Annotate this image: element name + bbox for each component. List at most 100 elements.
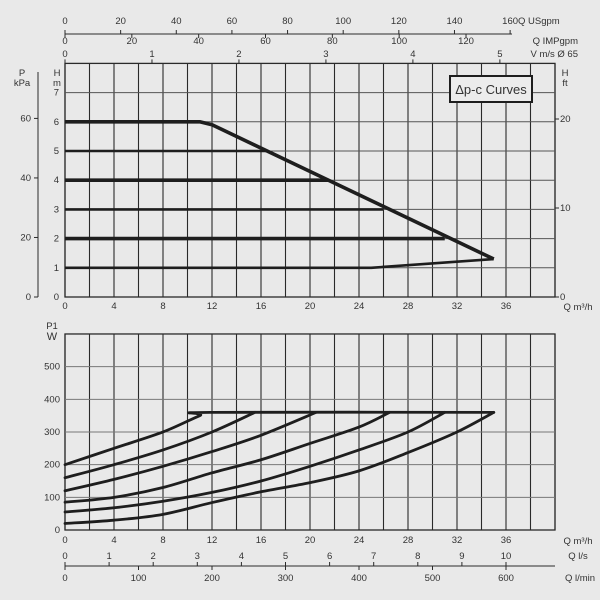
h-m-tick-label: 3 <box>54 204 59 215</box>
lmin-tick-label: 0 <box>62 573 67 584</box>
h-ft-axis-label: H <box>562 68 569 79</box>
kpa-tick-label: 20 <box>20 232 31 243</box>
h-m-tick-label: 2 <box>54 234 59 245</box>
ft-tick-label: 0 <box>560 292 565 303</box>
q-m3h-tick-label: 20 <box>305 301 316 312</box>
velocity-tick-label: 5 <box>497 49 502 60</box>
h-ft-axis-unit: ft <box>562 78 568 89</box>
kpa-axis-unit: kPa <box>14 78 31 89</box>
q-m3h-tick-label: 24 <box>354 301 365 312</box>
q-m3h-tick-label: 36 <box>501 301 512 312</box>
impgpm-tick-label: 60 <box>260 36 271 47</box>
ls-tick-label: 0 <box>62 551 67 562</box>
velocity-tick-label: 1 <box>149 49 154 60</box>
ls-tick-label: 3 <box>195 551 200 562</box>
q-m3h-tick-label: 4 <box>111 535 116 546</box>
power-curve <box>63 410 496 467</box>
p1-tick-label: 0 <box>55 525 60 536</box>
head-curve <box>65 120 495 261</box>
chart-title: Δp-c Curves <box>455 82 527 97</box>
velocity-tick-label: 4 <box>410 49 415 60</box>
lmin-tick-label: 200 <box>204 573 220 584</box>
q-m3h-tick-label: 12 <box>207 535 218 546</box>
q-m3h-tick-label: 16 <box>256 301 267 312</box>
ls-axis-label: Q l/s <box>568 551 588 562</box>
q-m3h-tick-label: 20 <box>305 535 316 546</box>
p1-axis-unit: W <box>47 331 58 343</box>
p1-tick-label: 100 <box>44 492 60 503</box>
legend-box: Δp-c Curves <box>449 75 533 103</box>
h-m-tick-label: 4 <box>54 175 59 186</box>
ls-tick-label: 2 <box>151 551 156 562</box>
p1-tick-label: 500 <box>44 362 60 373</box>
ft-tick-label: 10 <box>560 203 571 214</box>
usgpm-tick-label: 40 <box>171 16 182 27</box>
p1-tick-label: 300 <box>44 427 60 438</box>
lmin-tick-label: 100 <box>131 573 147 584</box>
usgpm-tick-label: 0 <box>62 16 67 27</box>
ls-tick-label: 1 <box>106 551 111 562</box>
power-curve <box>63 410 447 514</box>
velocity-axis-label: V m/s Ø 65 <box>530 49 578 60</box>
q-m3h-tick-label: 32 <box>452 535 463 546</box>
velocity-tick-label: 0 <box>62 49 67 60</box>
q-m3h-tick-label: 28 <box>403 301 414 312</box>
p1-axis-label: P1 <box>46 321 58 332</box>
h-m-tick-label: 6 <box>54 117 59 128</box>
ft-tick-label: 20 <box>560 114 571 125</box>
usgpm-tick-label: 100 <box>335 16 351 27</box>
head-curve <box>65 257 494 270</box>
q-m3h-tick-label: 0 <box>62 301 67 312</box>
kpa-tick-label: 0 <box>26 292 31 303</box>
usgpm-tick-label: 140 <box>447 16 463 27</box>
h-m-tick-label: 5 <box>54 146 59 157</box>
q-m3h-tick-label: 4 <box>111 301 116 312</box>
kpa-tick-label: 40 <box>20 173 31 184</box>
q-m3h-tick-label: 28 <box>403 535 414 546</box>
impgpm-axis-label: Q IMPgpm <box>533 36 578 47</box>
q-m3h-tick-label: 36 <box>501 535 512 546</box>
impgpm-tick-label: 80 <box>327 36 338 47</box>
h-m-tick-label: 0 <box>54 292 59 303</box>
usgpm-tick-label: 60 <box>227 16 238 27</box>
ls-tick-label: 4 <box>239 551 244 562</box>
usgpm-tick-label: 160 <box>502 16 518 27</box>
velocity-tick-label: 3 <box>323 49 328 60</box>
lmin-tick-label: 500 <box>425 573 441 584</box>
power-curve <box>63 410 257 480</box>
ls-tick-label: 9 <box>459 551 464 562</box>
usgpm-axis-label: Q USgpm <box>518 16 560 27</box>
impgpm-tick-label: 20 <box>127 36 138 47</box>
q-m3h-tick-label: 8 <box>160 535 165 546</box>
lmin-tick-label: 600 <box>498 573 514 584</box>
x-axis-label: Q m³/h <box>563 536 592 547</box>
ls-tick-label: 10 <box>501 551 512 562</box>
ls-tick-label: 6 <box>327 551 332 562</box>
usgpm-tick-label: 20 <box>115 16 126 27</box>
h-m-tick-label: 1 <box>54 263 59 274</box>
p1-tick-label: 400 <box>44 394 60 405</box>
impgpm-tick-label: 40 <box>193 36 204 47</box>
usgpm-tick-label: 80 <box>282 16 293 27</box>
q-m3h-tick-label: 8 <box>160 301 165 312</box>
h-m-tick-label: 7 <box>54 88 59 99</box>
p1-tick-label: 200 <box>44 460 60 471</box>
h-axis-unit: m <box>53 78 61 89</box>
q-m3h-tick-label: 0 <box>62 535 67 546</box>
q-m3h-tick-label: 32 <box>452 301 463 312</box>
x-axis-label: Q m³/h <box>563 302 592 313</box>
impgpm-tick-label: 100 <box>391 36 407 47</box>
power-curve <box>63 410 496 525</box>
ls-tick-label: 8 <box>415 551 420 562</box>
impgpm-tick-label: 0 <box>62 36 67 47</box>
ls-tick-label: 5 <box>283 551 288 562</box>
lmin-tick-label: 400 <box>351 573 367 584</box>
kpa-axis-label: P <box>19 68 25 79</box>
usgpm-tick-label: 120 <box>391 16 407 27</box>
h-axis-label: H <box>54 68 61 79</box>
velocity-tick-label: 2 <box>236 49 241 60</box>
power-curve <box>63 410 392 504</box>
q-m3h-tick-label: 16 <box>256 535 267 546</box>
q-m3h-tick-label: 12 <box>207 301 218 312</box>
